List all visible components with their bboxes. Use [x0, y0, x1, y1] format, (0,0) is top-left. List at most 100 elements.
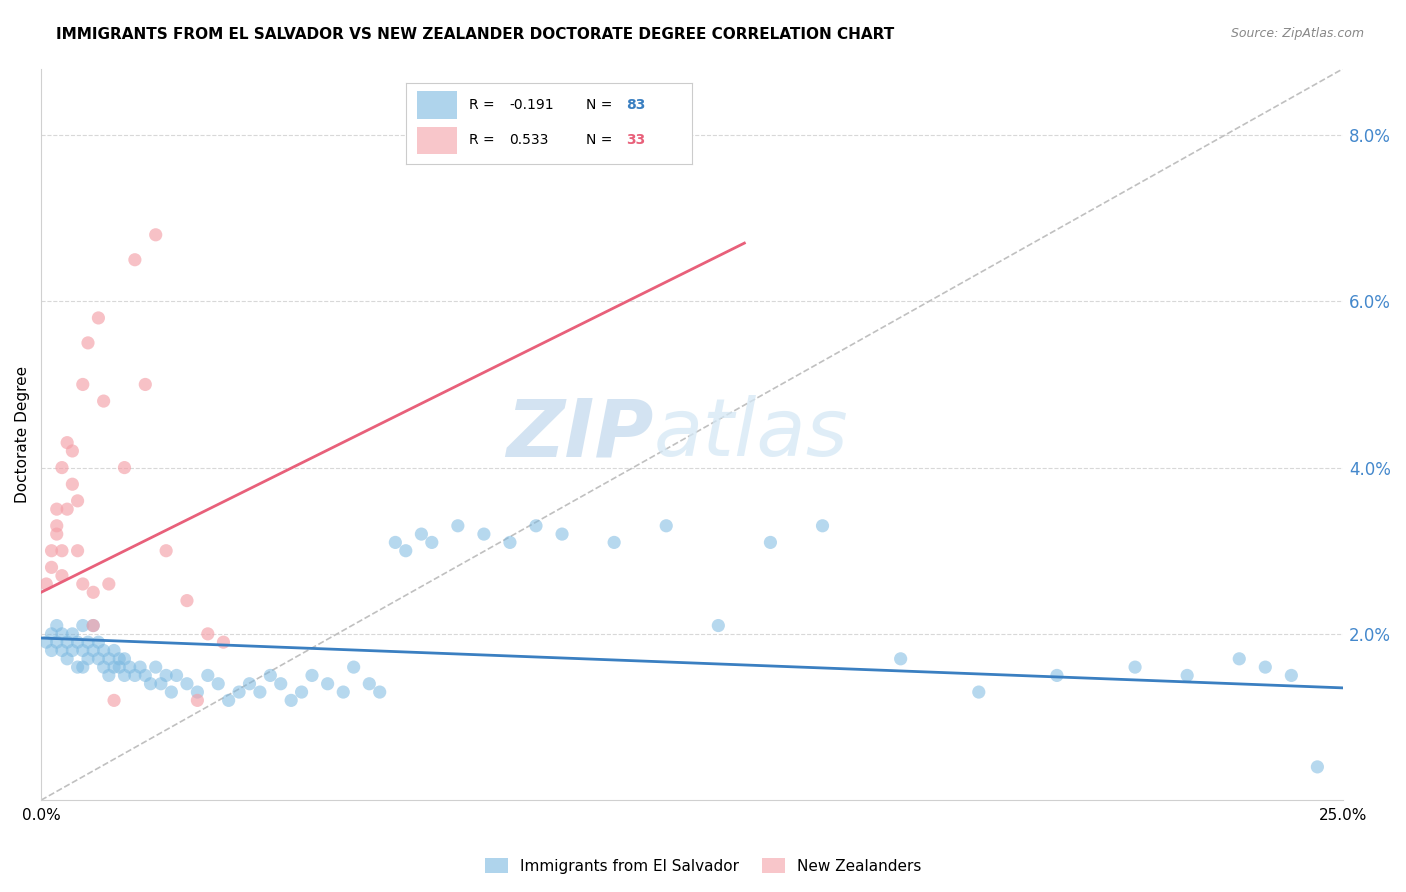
Point	[72, 577, 94, 591]
Point	[359, 677, 381, 691]
Point	[45, 635, 67, 649]
Point	[1046, 668, 1069, 682]
Legend: Immigrants from El Salvador, New Zealanders: Immigrants from El Salvador, New Zealand…	[478, 852, 928, 880]
Point	[603, 535, 626, 549]
Point	[145, 660, 167, 674]
Point	[72, 377, 94, 392]
Point	[759, 535, 782, 549]
Point	[160, 685, 183, 699]
Point	[134, 668, 156, 682]
Point	[56, 652, 79, 666]
Point	[66, 543, 89, 558]
Point	[118, 660, 141, 674]
Point	[93, 394, 115, 409]
Point	[93, 660, 115, 674]
Point	[228, 685, 250, 699]
Point	[51, 627, 73, 641]
Text: atlas: atlas	[654, 395, 848, 474]
Point	[316, 677, 339, 691]
Point	[51, 643, 73, 657]
Point	[35, 635, 58, 649]
Point	[155, 543, 177, 558]
Point	[97, 668, 120, 682]
Point	[207, 677, 229, 691]
Point	[66, 493, 89, 508]
Text: ZIP: ZIP	[506, 395, 654, 474]
Point	[45, 618, 67, 632]
Point	[134, 377, 156, 392]
Point	[60, 627, 83, 641]
Point	[166, 668, 188, 682]
Y-axis label: Doctorate Degree: Doctorate Degree	[15, 366, 30, 503]
Point	[499, 535, 522, 549]
Point	[411, 527, 433, 541]
Point	[87, 310, 110, 325]
Point	[35, 577, 58, 591]
Point	[103, 643, 125, 657]
Point	[238, 677, 260, 691]
Point	[114, 668, 136, 682]
Point	[77, 652, 100, 666]
Point	[108, 660, 131, 674]
Point	[176, 677, 198, 691]
Point	[103, 693, 125, 707]
Point	[97, 577, 120, 591]
Point	[524, 518, 547, 533]
Point	[66, 660, 89, 674]
Point	[82, 618, 104, 632]
Point	[1175, 668, 1198, 682]
Point	[280, 693, 302, 707]
Point	[420, 535, 443, 549]
Point	[1306, 760, 1329, 774]
Point	[197, 627, 219, 641]
Point	[114, 652, 136, 666]
Point	[1227, 652, 1250, 666]
Point	[72, 643, 94, 657]
Point	[45, 518, 67, 533]
Point	[72, 660, 94, 674]
Point	[51, 460, 73, 475]
Point	[1123, 660, 1146, 674]
Point	[176, 593, 198, 607]
Point	[197, 668, 219, 682]
Point	[41, 560, 63, 574]
Point	[82, 643, 104, 657]
Point	[45, 502, 67, 516]
Point	[97, 652, 120, 666]
Point	[259, 668, 281, 682]
Point	[45, 527, 67, 541]
Point	[890, 652, 912, 666]
Point	[41, 643, 63, 657]
Point	[811, 518, 834, 533]
Point	[60, 477, 83, 491]
Point	[77, 335, 100, 350]
Point	[139, 677, 162, 691]
Point	[41, 543, 63, 558]
Point	[82, 618, 104, 632]
Point	[472, 527, 495, 541]
Point	[186, 693, 208, 707]
Point	[1279, 668, 1302, 682]
Point	[124, 252, 146, 267]
Point	[77, 635, 100, 649]
Point	[41, 627, 63, 641]
Point	[60, 643, 83, 657]
Point	[1254, 660, 1277, 674]
Point	[384, 535, 406, 549]
Point	[249, 685, 271, 699]
Point	[212, 635, 235, 649]
Point	[56, 502, 79, 516]
Point	[395, 543, 418, 558]
Text: IMMIGRANTS FROM EL SALVADOR VS NEW ZEALANDER DOCTORATE DEGREE CORRELATION CHART: IMMIGRANTS FROM EL SALVADOR VS NEW ZEALA…	[56, 27, 894, 42]
Point	[60, 444, 83, 458]
Point	[368, 685, 391, 699]
Point	[56, 435, 79, 450]
Point	[51, 543, 73, 558]
Point	[447, 518, 470, 533]
Point	[114, 460, 136, 475]
Point	[93, 643, 115, 657]
Point	[103, 660, 125, 674]
Point	[72, 618, 94, 632]
Point	[149, 677, 172, 691]
Point	[343, 660, 366, 674]
